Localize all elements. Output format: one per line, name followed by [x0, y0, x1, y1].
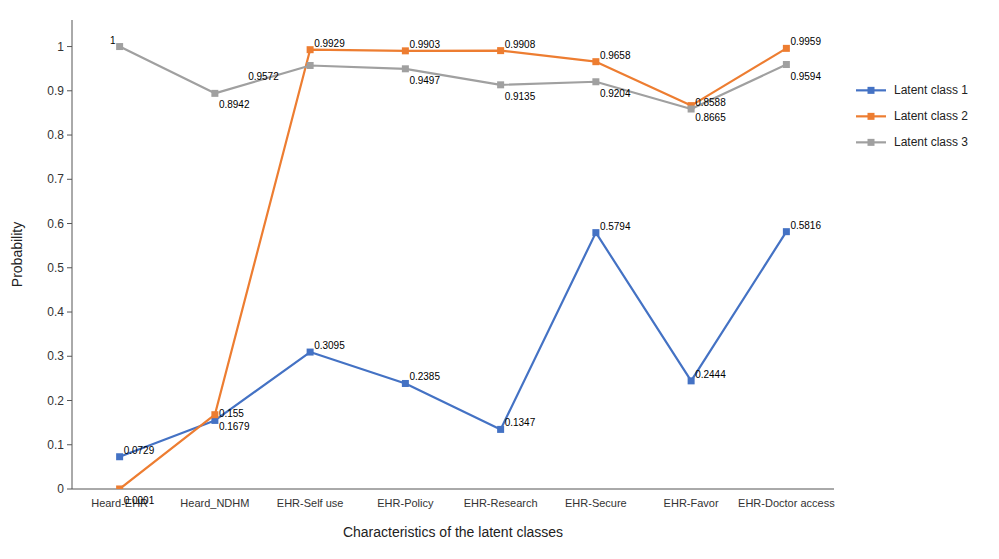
y-tick — [67, 179, 72, 180]
data-label: 0.9908 — [505, 39, 536, 50]
marker — [783, 45, 790, 52]
x-tick-label: EHR-Self use — [277, 497, 344, 509]
marker — [307, 62, 314, 69]
y-tick-label: 0.6 — [47, 217, 64, 231]
y-tick — [67, 135, 72, 136]
data-label: 0.1679 — [219, 421, 250, 432]
y-tick-label: 0.7 — [47, 172, 64, 186]
marker — [402, 380, 409, 387]
marker — [497, 426, 504, 433]
data-label: 0.8588 — [695, 97, 726, 108]
marker — [402, 65, 409, 72]
marker — [116, 453, 123, 460]
y-tick-label: 0.1 — [47, 438, 64, 452]
x-tick-label: EHR-Policy — [377, 497, 434, 509]
marker — [402, 47, 409, 54]
data-label: 0.2444 — [695, 369, 726, 380]
marker — [688, 106, 695, 113]
legend-label: Latent class 2 — [894, 109, 968, 123]
data-label: 0.9135 — [505, 91, 536, 102]
data-label: 0.2385 — [409, 371, 440, 382]
marker — [497, 81, 504, 88]
x-axis-title: Characteristics of the latent classes — [343, 524, 563, 540]
x-tick-label: EHR-Favor — [664, 497, 719, 509]
legend: Latent class 1 Latent class 2 Latent class… — [856, 83, 968, 149]
x-tick-label: EHR-Doctor access — [738, 497, 835, 509]
marker — [211, 411, 218, 418]
data-label: 0.9929 — [314, 38, 345, 49]
y-tick-label: 0 — [57, 482, 64, 496]
marker — [592, 78, 599, 85]
data-label: 0.1347 — [505, 417, 536, 428]
y-tick — [67, 312, 72, 313]
data-label: 0.9658 — [600, 50, 631, 61]
data-label: 0.5794 — [600, 221, 631, 232]
legend-marker — [868, 113, 875, 120]
legend-label: Latent class 1 — [894, 83, 968, 97]
y-tick — [67, 400, 72, 401]
y-tick — [67, 444, 72, 445]
series-line — [120, 232, 787, 457]
x-tick-label: EHR-Secure — [565, 497, 627, 509]
data-label: 0.9204 — [600, 88, 631, 99]
y-axis-title: Probability — [9, 222, 25, 287]
data-label: 0.0729 — [124, 445, 155, 456]
data-label: 0.9903 — [409, 39, 440, 50]
y-tick-label: 0.8 — [47, 128, 64, 142]
data-label: 0.0001 — [124, 495, 155, 506]
marker — [688, 377, 695, 384]
y-tick-label: 0.9 — [47, 84, 64, 98]
y-tick-label: 0.5 — [47, 261, 64, 275]
legend-label: Latent class 3 — [894, 135, 968, 149]
marker — [116, 485, 123, 489]
chart: 00.10.20.30.40.50.60.70.80.91Heard-EHRHe… — [0, 0, 999, 559]
y-tick — [67, 46, 72, 47]
data-label: 0.9497 — [409, 75, 440, 86]
marker — [307, 46, 314, 53]
y-tick-label: 0.4 — [47, 305, 64, 319]
marker — [116, 43, 123, 50]
y-tick-label: 0.3 — [47, 349, 64, 363]
data-label: 0.155 — [219, 408, 244, 419]
marker — [783, 228, 790, 235]
data-labels: 0.0729 0.155 0.3095 0.2385 0.1347 0.5794 0.244… — [110, 35, 821, 506]
y-tick — [67, 489, 72, 490]
y-tick — [67, 356, 72, 357]
y-tick-label: 1 — [57, 40, 64, 54]
data-label: 0.9572 — [248, 71, 279, 82]
marker — [497, 47, 504, 54]
data-label: 1 — [110, 35, 116, 46]
legend-marker — [868, 87, 875, 94]
data-label: 0.3095 — [314, 340, 345, 351]
y-tick-label: 0.2 — [47, 394, 64, 408]
x-tick-label: EHR-Research — [464, 497, 538, 509]
marker — [592, 229, 599, 236]
legend-marker — [868, 139, 875, 146]
y-tick — [67, 267, 72, 268]
marker — [783, 61, 790, 68]
data-label: 0.8942 — [219, 99, 250, 110]
data-label: 0.9594 — [790, 71, 821, 82]
x-axis-line — [72, 489, 834, 490]
marker — [307, 349, 314, 356]
series-line — [120, 48, 787, 489]
data-label: 0.8665 — [695, 112, 726, 123]
x-tick-label: Heard_NDHM — [180, 497, 249, 509]
marker — [211, 90, 218, 97]
data-label: 0.5816 — [790, 220, 821, 231]
data-label: 0.9959 — [790, 36, 821, 47]
y-tick — [67, 90, 72, 91]
plot-area — [116, 43, 790, 489]
y-tick — [67, 223, 72, 224]
marker — [592, 58, 599, 65]
